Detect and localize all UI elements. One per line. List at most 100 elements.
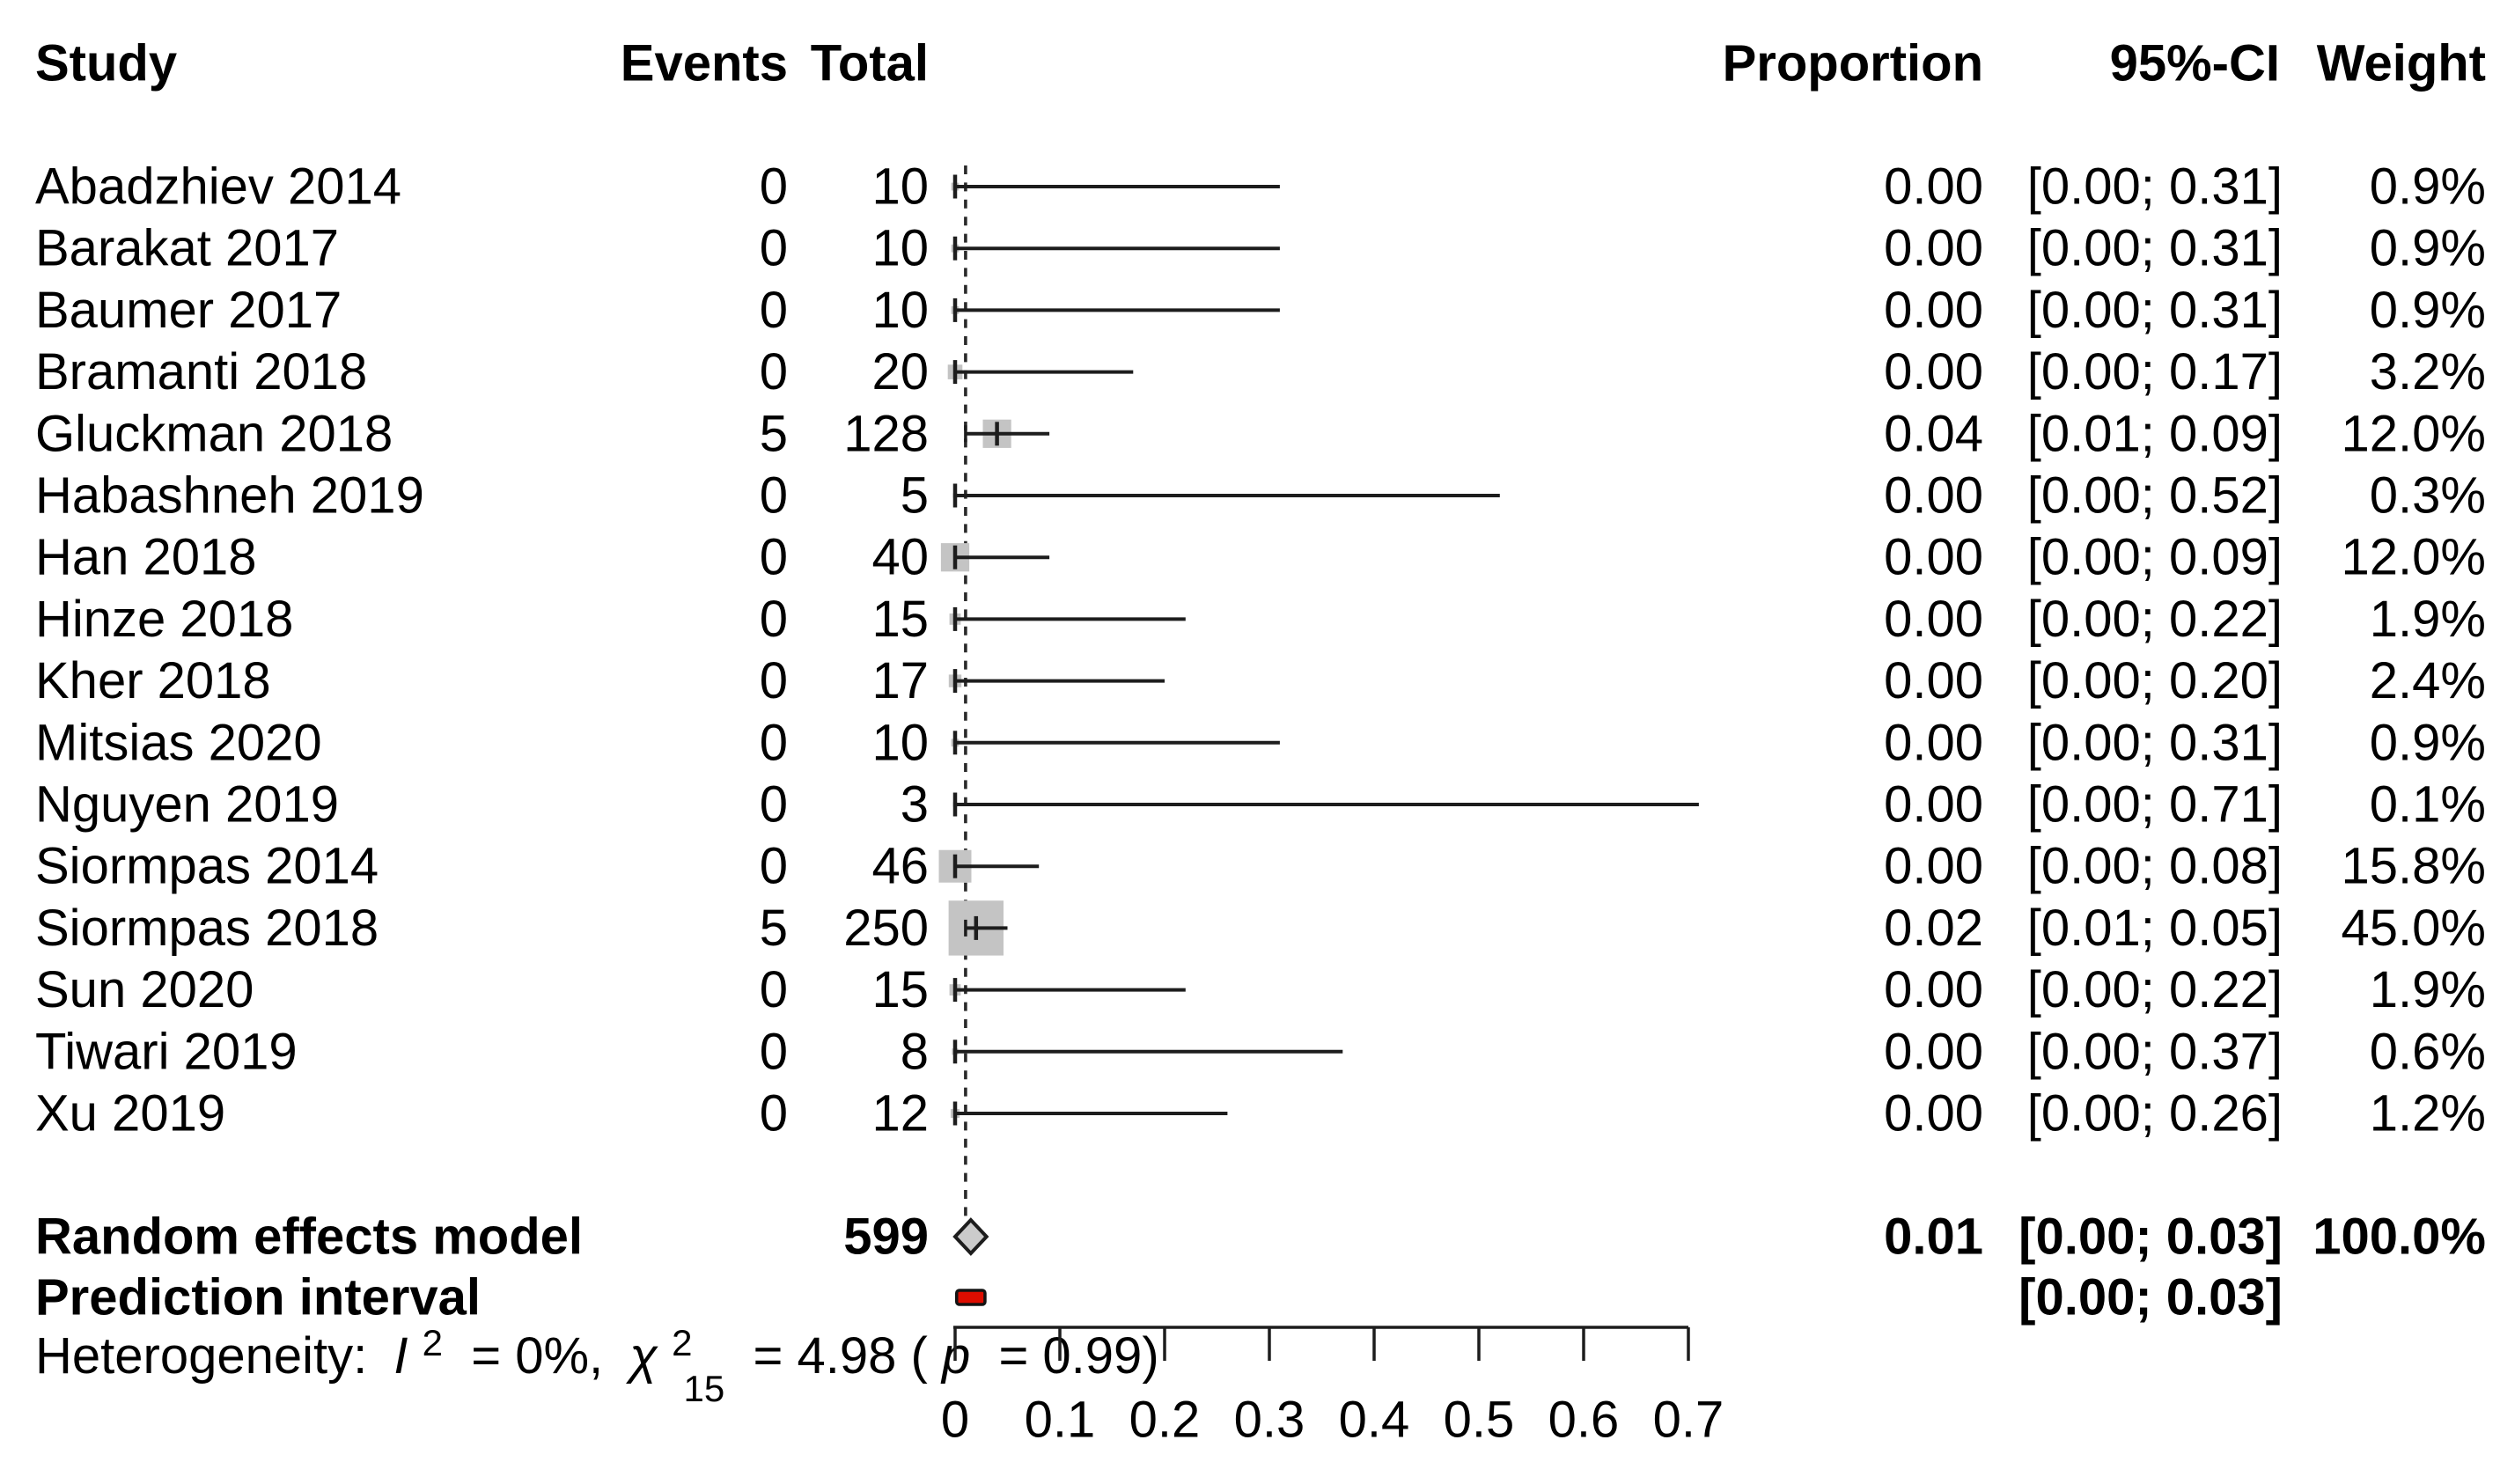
ci-value: [0.00; 0.52]: [2027, 467, 2283, 525]
axis-tick-label: 0.1: [1025, 1392, 1096, 1449]
events-value: 0: [760, 1085, 788, 1142]
weight-value: 1.9%: [2370, 591, 2486, 648]
ci-value: [0.00; 0.22]: [2027, 591, 2283, 648]
weight-value: 12.0%: [2342, 405, 2486, 462]
summary-weight: 100.0%: [2312, 1209, 2486, 1266]
study-label: Baumer 2017: [35, 282, 342, 339]
study-row: Abadzhiev 2014 0 10 0.00 [0.00; 0.31] 0.9%: [35, 158, 2486, 216]
prediction-label: Prediction interval: [35, 1269, 481, 1326]
study-label: Barakat 2017: [35, 220, 339, 277]
proportion-value: 0.00: [1884, 776, 1983, 834]
weight-value: 0.6%: [2370, 1023, 2486, 1080]
summary-total: 599: [843, 1209, 929, 1266]
study-row: Gluckman 2018 5 128 0.04 [0.01; 0.09] 12.0%: [35, 405, 2486, 462]
total-value: 40: [871, 529, 929, 586]
proportion-value: 0.00: [1884, 714, 1983, 771]
study-row: Han 2018 0 40 0.00 [0.00; 0.09] 12.0%: [35, 529, 2486, 586]
study-label: Tiwari 2019: [35, 1023, 298, 1080]
ci-value: [0.00; 0.17]: [2027, 343, 2283, 400]
proportion-value: 0.00: [1884, 529, 1983, 586]
heterogeneity-p-value: = 0.99): [984, 1327, 1158, 1385]
events-value: 0: [760, 591, 788, 648]
total-value: 46: [871, 838, 929, 895]
ci-value: [0.00; 0.08]: [2027, 838, 2283, 895]
col-header-proportion: Proportion: [1723, 35, 1983, 92]
study-row: Siormpas 2018 5 250 0.02 [0.01; 0.05] 45.0%: [35, 900, 2486, 957]
total-value: 17: [871, 652, 929, 709]
heterogeneity-chi-exponent: 2: [672, 1322, 692, 1363]
summary-row: Random effects model 599 0.01 [0.00; 0.0…: [35, 1209, 2486, 1266]
axis-tick-label: 0.7: [1653, 1392, 1724, 1449]
proportion-value: 0.04: [1884, 405, 1983, 462]
axis-tick-label: 0: [941, 1392, 969, 1449]
total-value: 5: [901, 467, 929, 525]
proportion-value: 0.00: [1884, 1085, 1983, 1142]
study-row: Siormpas 2014 0 46 0.00 [0.00; 0.08] 15.8%: [35, 838, 2486, 895]
study-row: Bramanti 2018 0 20 0.00 [0.00; 0.17] 3.2%: [35, 343, 2486, 400]
proportion-value: 0.00: [1884, 838, 1983, 895]
weight-value: 1.9%: [2370, 961, 2486, 1018]
col-header-total: Total: [811, 35, 929, 92]
prediction-row: Prediction interval [0.00; 0.03]: [35, 1269, 2283, 1326]
heterogeneity-chi-symbol: χ: [625, 1327, 658, 1385]
summary-ci: [0.00; 0.03]: [2018, 1209, 2283, 1266]
study-row: Tiwari 2019 0 8 0.00 [0.00; 0.37] 0.6%: [35, 1023, 2486, 1080]
ci-value: [0.00; 0.31]: [2027, 282, 2283, 339]
study-label: Bramanti 2018: [35, 343, 367, 400]
proportion-value: 0.02: [1884, 900, 1983, 957]
events-value: 0: [760, 529, 788, 586]
heterogeneity-label: Heterogeneity:: [35, 1327, 367, 1385]
events-value: 0: [760, 1023, 788, 1080]
total-value: 15: [871, 961, 929, 1018]
ci-value: [0.00; 0.71]: [2027, 776, 2283, 834]
study-label: Siormpas 2014: [35, 838, 379, 895]
total-value: 10: [871, 220, 929, 277]
ci-value: [0.00; 0.31]: [2027, 220, 2283, 277]
heterogeneity-i2-exponent: 2: [423, 1322, 443, 1363]
proportion-value: 0.00: [1884, 158, 1983, 216]
study-label: Hinze 2018: [35, 591, 293, 648]
proportion-value: 0.00: [1884, 652, 1983, 709]
study-row: Mitsias 2020 0 10 0.00 [0.00; 0.31] 0.9%: [35, 714, 2486, 771]
events-value: 0: [760, 961, 788, 1018]
axis-tick-label: 0.6: [1548, 1392, 1620, 1449]
total-value: 10: [871, 282, 929, 339]
prediction-interval-bar: [955, 1289, 987, 1306]
summary-label: Random effects model: [35, 1209, 583, 1266]
weight-value: 12.0%: [2342, 529, 2486, 586]
weight-value: 45.0%: [2342, 900, 2486, 957]
study-row: Kher 2018 0 17 0.00 [0.00; 0.20] 2.4%: [35, 652, 2486, 709]
total-value: 8: [901, 1023, 929, 1080]
ci-value: [0.00; 0.31]: [2027, 158, 2283, 216]
study-label: Kher 2018: [35, 652, 271, 709]
study-row: Baumer 2017 0 10 0.00 [0.00; 0.31] 0.9%: [35, 282, 2486, 339]
total-value: 12: [871, 1085, 929, 1142]
ci-value: [0.00; 0.20]: [2027, 652, 2283, 709]
total-value: 3: [901, 776, 929, 834]
study-row: Habashneh 2019 0 5 0.00 [0.00; 0.52] 0.3%: [35, 467, 2486, 525]
col-header-study: Study: [35, 35, 177, 92]
total-value: 20: [871, 343, 929, 400]
ci-value: [0.00; 0.09]: [2027, 529, 2283, 586]
study-label: Abadzhiev 2014: [35, 158, 401, 216]
weight-value: 0.9%: [2370, 220, 2486, 277]
proportion-value: 0.00: [1884, 961, 1983, 1018]
study-row: Xu 2019 0 12 0.00 [0.00; 0.26] 1.2%: [35, 1085, 2486, 1142]
events-value: 0: [760, 220, 788, 277]
proportion-value: 0.00: [1884, 467, 1983, 525]
axis-tick-label: 0.2: [1129, 1392, 1201, 1449]
summary-diamond: [952, 1217, 989, 1256]
events-value: 5: [760, 900, 788, 957]
proportion-value: 0.00: [1884, 220, 1983, 277]
study-row: Sun 2020 0 15 0.00 [0.00; 0.22] 1.9%: [35, 961, 2486, 1018]
ci-value: [0.00; 0.22]: [2027, 961, 2283, 1018]
axis-tick-label: 0.3: [1234, 1392, 1305, 1449]
weight-value: 0.1%: [2370, 776, 2486, 834]
col-header-ci: 95%-CI: [2110, 35, 2280, 92]
heterogeneity-i2-symbol: I: [393, 1327, 408, 1385]
total-value: 250: [843, 900, 929, 957]
ci-value: [0.00; 0.31]: [2027, 714, 2283, 771]
weight-value: 3.2%: [2370, 343, 2486, 400]
heterogeneity-chi-value: = 4.98 (: [739, 1327, 927, 1385]
